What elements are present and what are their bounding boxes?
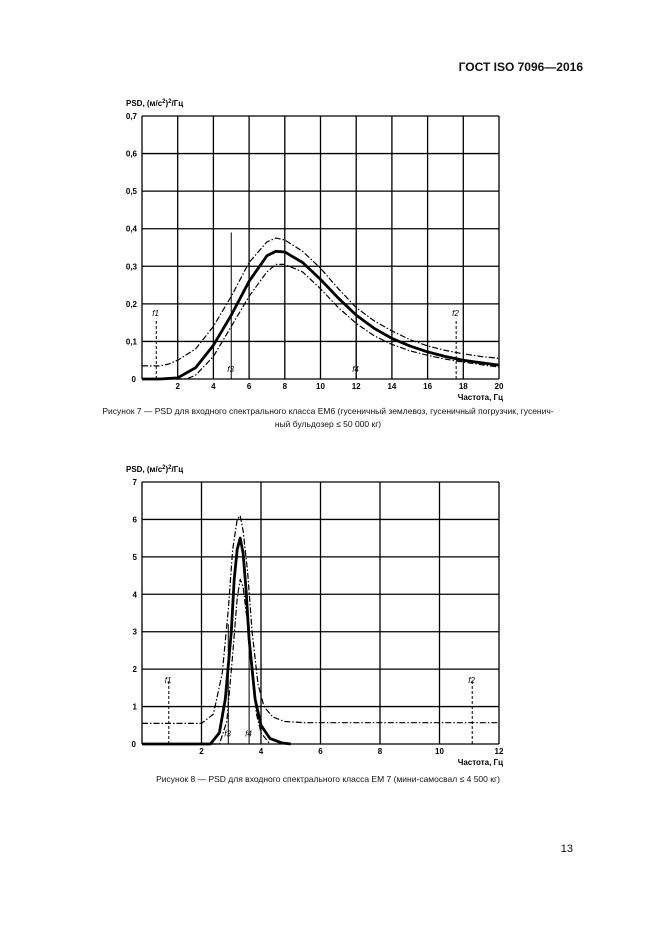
chart-2-x-tick-label: 2 <box>199 747 204 756</box>
chart-figure-7: 2 4 6 8 10 12 14 16 18 20 0 0,1 0,2 0,3 0,4 0,5 0,6 0,7 PS… <box>126 99 504 402</box>
page-number: 13 <box>560 843 573 855</box>
chart-2-x-tick-label: 12 <box>495 747 504 756</box>
chart-1-marker-f3-label: f3 <box>227 365 234 374</box>
chart-1-x-tick-label: 4 <box>211 382 216 391</box>
figure-7-caption: Рисунок 7 — PSD для входного спектрально… <box>28 405 628 431</box>
chart-2-marker-f1-label: f1 <box>165 676 172 685</box>
chart-2-y-tick-label: 7 <box>133 478 138 487</box>
chart-1-x-tick-label: 10 <box>316 382 325 391</box>
chart-2-y-tick-label: 0 <box>132 740 137 749</box>
chart-1-marker-f4-label: f4 <box>352 365 359 374</box>
chart-2-y-tick-label: 1 <box>133 703 138 712</box>
chart-1-x-tick-label: 20 <box>495 382 504 391</box>
chart-1-x-axis-label: Частота, Гц <box>458 393 503 402</box>
chart-1-y-tick-label: 0,3 <box>126 262 138 271</box>
chart-1-x-tick-label: 18 <box>459 382 468 391</box>
chart-2-y-tick-label: 2 <box>133 665 138 674</box>
chart-2-y-axis-label: PSD, (м/с2)2/Гц <box>126 465 183 474</box>
chart-2-marker-f4-label: f4 <box>245 730 252 739</box>
chart-1-marker-f1-label: f1 <box>152 309 159 318</box>
chart-1-y-tick-label: 0,4 <box>126 225 138 234</box>
chart-1-x-tick-label: 14 <box>387 382 396 391</box>
chart-2-series-3-line <box>142 578 271 745</box>
chart-1-y-tick-label: 0,2 <box>126 300 138 309</box>
figure-8-caption: Рисунок 8 — PSD для входного спектрально… <box>156 774 500 784</box>
chart-1-y-tick-label: 0 <box>132 375 137 384</box>
chart-1-series-1-line <box>142 249 500 381</box>
chart-2-y-tick-label: 5 <box>133 553 138 562</box>
chart-1-x-tick-label: 2 <box>175 382 180 391</box>
chart-2-series-2-line <box>142 515 499 725</box>
chart-1-y-tick-label: 0,7 <box>126 112 138 121</box>
chart-1-x-tick-label: 12 <box>352 382 361 391</box>
chart-2-marker-f3-label: f3 <box>224 730 231 739</box>
figure-7-caption-line1: Рисунок 7 — PSD для входного спектрально… <box>102 406 554 416</box>
chart-1-x-tick-label: 6 <box>247 382 252 391</box>
chart-1-y-tick-label: 0,1 <box>126 337 138 346</box>
chart-1-marker-f2-label: f2 <box>452 309 459 318</box>
chart-2-marker-f2-label: f2 <box>468 676 475 685</box>
chart-1-y-tick-label: 0,5 <box>126 187 138 196</box>
chart-2-y-tick-label: 6 <box>133 515 138 524</box>
chart-1-series-2-line <box>142 237 500 367</box>
figure-7-caption-line2: ный бульдозер ≤ 50 000 кг) <box>274 419 382 429</box>
chart-2-x-tick-label: 6 <box>318 747 323 756</box>
chart-2-x-tick-label: 4 <box>259 747 264 756</box>
chart-2-y-tick-label: 4 <box>133 590 138 599</box>
chart-2-x-tick-label: 8 <box>378 747 383 756</box>
chart-1-y-axis-label: PSD, (м/с2)2/Гц <box>126 99 183 108</box>
chart-2-x-axis-label: Частота, Гц <box>458 758 503 767</box>
chart-1-x-tick-label: 16 <box>423 382 432 391</box>
chart-1-x-tick-label: 8 <box>283 382 288 391</box>
chart-2-x-tick-label: 10 <box>435 747 444 756</box>
standard-header: ГОСТ ISO 7096—2016 <box>458 60 583 74</box>
chart-2-series-1-line <box>142 536 291 746</box>
chart-1-series-3-line <box>142 263 500 380</box>
chart-2-y-tick-label: 3 <box>133 628 138 637</box>
chart-1-y-tick-label: 0,6 <box>126 150 138 159</box>
